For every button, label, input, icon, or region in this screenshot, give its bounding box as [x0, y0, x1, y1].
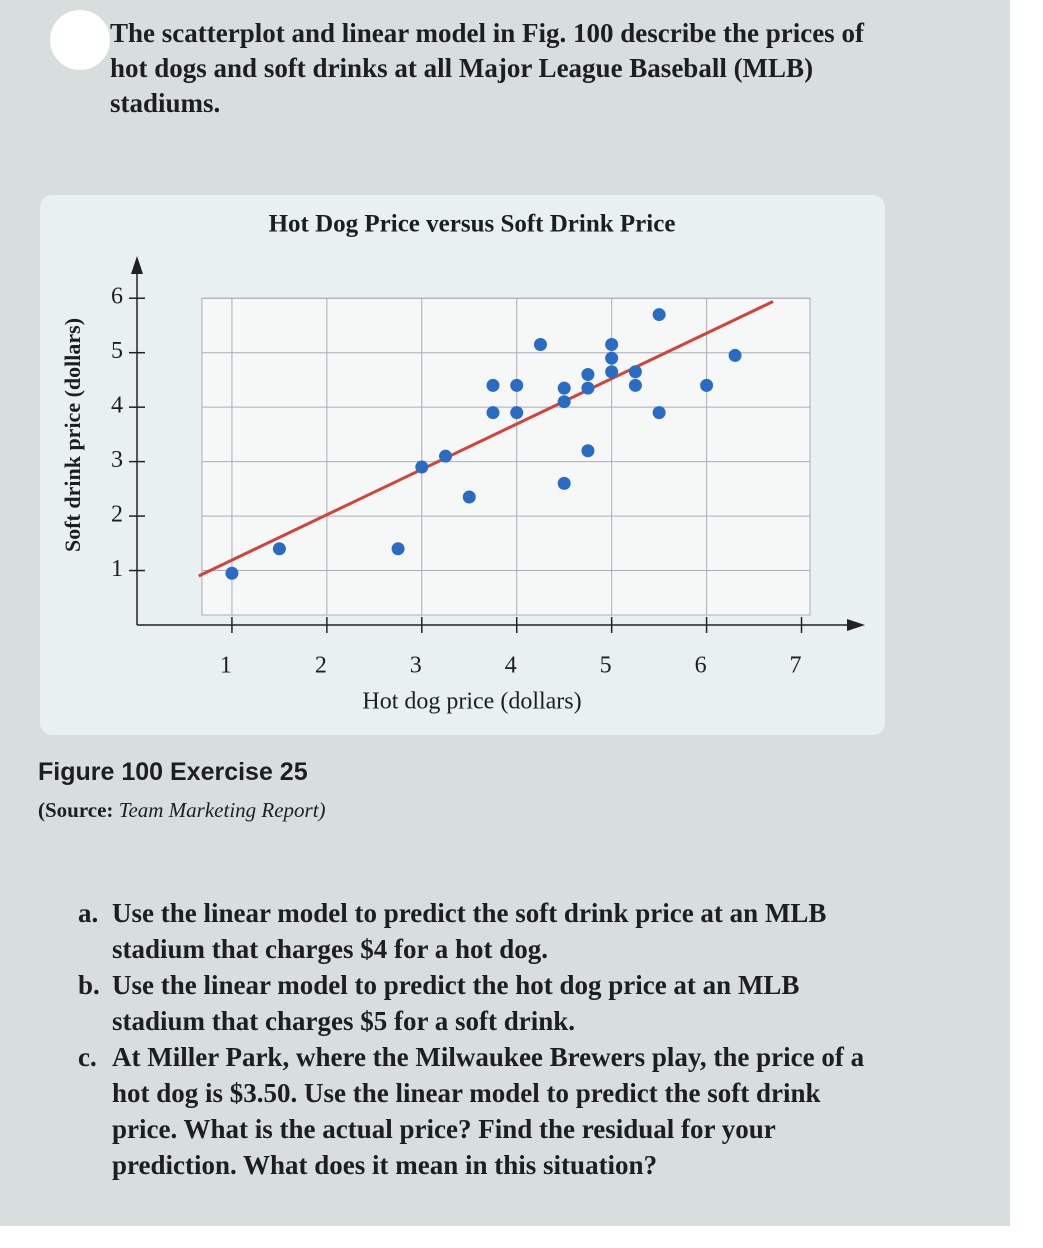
point	[486, 406, 500, 420]
questions: a. Use the linear model to predict the so…	[78, 895, 878, 1183]
question-text: At Miller Park, where the Milwaukee Brew…	[112, 1042, 865, 1180]
y-axis-label: Soft drink price (dollars)	[60, 318, 85, 552]
y-tick-label: 4	[111, 393, 123, 419]
x-tick-label: 2	[315, 653, 327, 679]
point	[415, 460, 429, 474]
plot-area	[201, 297, 811, 616]
y-tick-label: 1	[111, 556, 123, 582]
question-letter: b.	[78, 970, 100, 1000]
bullet	[50, 10, 110, 70]
chart-title: Hot Dog Price versus Soft Drink Price	[269, 211, 676, 238]
y-tick-label: 3	[111, 447, 123, 473]
question: a. Use the linear model to predict the so…	[78, 895, 878, 967]
point	[510, 406, 524, 420]
point	[605, 351, 619, 365]
question-letter: a.	[78, 898, 99, 928]
y-tick-label: 5	[111, 338, 123, 364]
point	[652, 406, 666, 420]
point	[581, 381, 595, 395]
x-tick-label: 5	[600, 653, 612, 679]
point	[486, 378, 500, 392]
point	[439, 449, 453, 463]
y-tick-label: 6	[111, 284, 123, 310]
x-tick-label: 3	[410, 653, 422, 679]
x-tick-label: 1	[220, 653, 232, 679]
point	[462, 490, 476, 504]
point	[652, 308, 666, 322]
point	[628, 365, 642, 379]
intro: The scatterplot and linear model in Fig.…	[110, 18, 864, 118]
y-arrow	[131, 256, 143, 274]
x-tick-label: 6	[695, 653, 707, 679]
point	[557, 476, 571, 490]
x-arrow	[847, 619, 865, 631]
x-tick-label: 7	[790, 653, 802, 679]
y-tick-label: 2	[111, 502, 123, 528]
point	[557, 381, 571, 395]
question: b. Use the linear model to predict the ho…	[78, 967, 878, 1039]
x-axis-label: Hot dog price (dollars)	[362, 689, 581, 715]
point	[605, 338, 619, 352]
point	[728, 348, 742, 362]
point	[557, 395, 571, 409]
figure-caption: Figure 100 Exercise 25	[38, 758, 308, 786]
source-text: Team Marketing Report)	[118, 798, 326, 822]
question-text: Use the linear model to predict the hot …	[112, 970, 800, 1036]
point	[510, 378, 524, 392]
point	[605, 365, 619, 379]
point	[391, 542, 405, 556]
point	[272, 542, 286, 556]
question-letter: c.	[78, 1042, 97, 1072]
point	[628, 378, 642, 392]
source-label: (Source:	[38, 798, 114, 822]
point	[581, 367, 595, 381]
x-tick-label: 4	[505, 653, 517, 679]
point	[533, 338, 547, 352]
source: (Source: Team Marketing Report)	[38, 798, 326, 823]
point	[700, 378, 714, 392]
point	[225, 566, 239, 580]
question-text: Use the linear model to predict the soft…	[112, 898, 827, 964]
question: c. At Miller Park, where the Milwaukee Br…	[78, 1039, 878, 1183]
trend-line	[198, 300, 774, 578]
point	[581, 444, 595, 458]
